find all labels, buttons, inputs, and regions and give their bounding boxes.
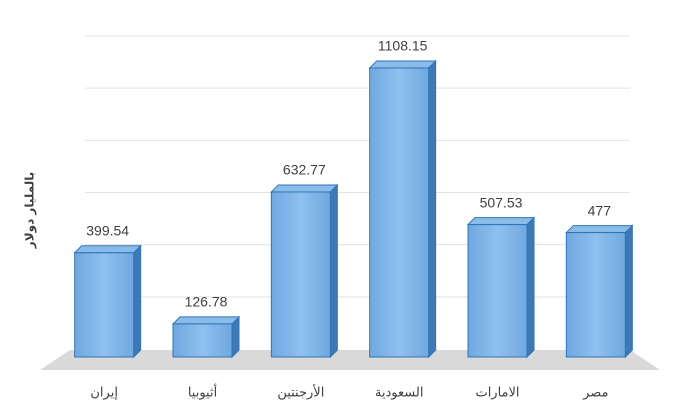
bar: [467, 224, 528, 358]
bar-side: [526, 216, 535, 359]
x-tick-label: الامارات: [475, 386, 519, 401]
bar: [172, 323, 233, 358]
value-label: 126.78: [185, 294, 228, 310]
bar-top: [368, 60, 437, 69]
bar-side: [428, 59, 437, 359]
bar: [270, 191, 331, 358]
bar-top: [565, 225, 634, 234]
bar-top: [171, 316, 241, 325]
bar: [369, 67, 430, 358]
y-axis-label: بالمليار دولار: [23, 172, 38, 249]
bar: [565, 232, 626, 358]
bar-side: [133, 244, 142, 359]
bar-top: [466, 217, 536, 226]
bar-top: [73, 245, 142, 254]
x-tick-label: أثيوبيا: [188, 384, 217, 401]
value-label: 632.77: [283, 162, 326, 178]
x-tick-label: مصر: [582, 386, 608, 401]
bar: [74, 252, 135, 358]
bar-side: [624, 224, 633, 359]
value-label: 1108.15: [378, 38, 428, 54]
x-tick-label: السعودية: [375, 386, 424, 401]
value-label: 507.53: [480, 194, 523, 210]
bar-top: [270, 184, 339, 193]
bar-side: [329, 183, 338, 359]
value-label: 477: [588, 202, 612, 218]
x-tick-label: إيران: [90, 386, 118, 401]
value-label: 399.54: [86, 222, 129, 238]
x-tick-label: الأرجنتين: [277, 384, 324, 401]
